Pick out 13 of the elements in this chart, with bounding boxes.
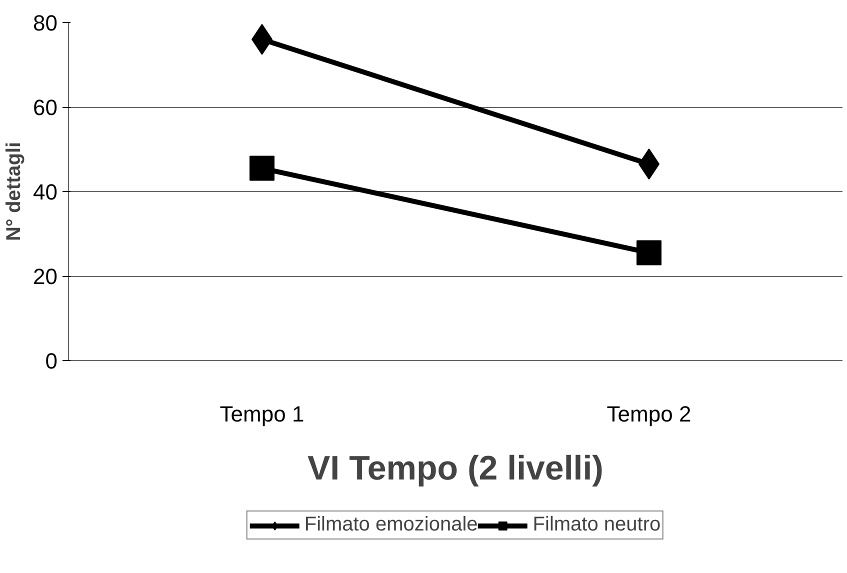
x-tick-label: Tempo 2 [606,402,692,426]
y-tick-label: 40 [33,180,58,204]
point [250,156,274,181]
legend-label: Filmato emozionale [304,514,478,536]
point [636,240,662,266]
y-tick-label: 60 [33,95,58,120]
y-tick-label: 20 [33,264,58,289]
y-axis-title: N° dettagli [3,142,26,242]
y-tick-label: 80 [33,10,58,36]
legend-label: Filmato neutro [532,514,661,536]
x-tick-label: Tempo 1 [220,402,304,426]
y-tick-label: 0 [45,348,58,374]
x-axis-title: VI Tempo (2 livelli) [308,450,604,488]
